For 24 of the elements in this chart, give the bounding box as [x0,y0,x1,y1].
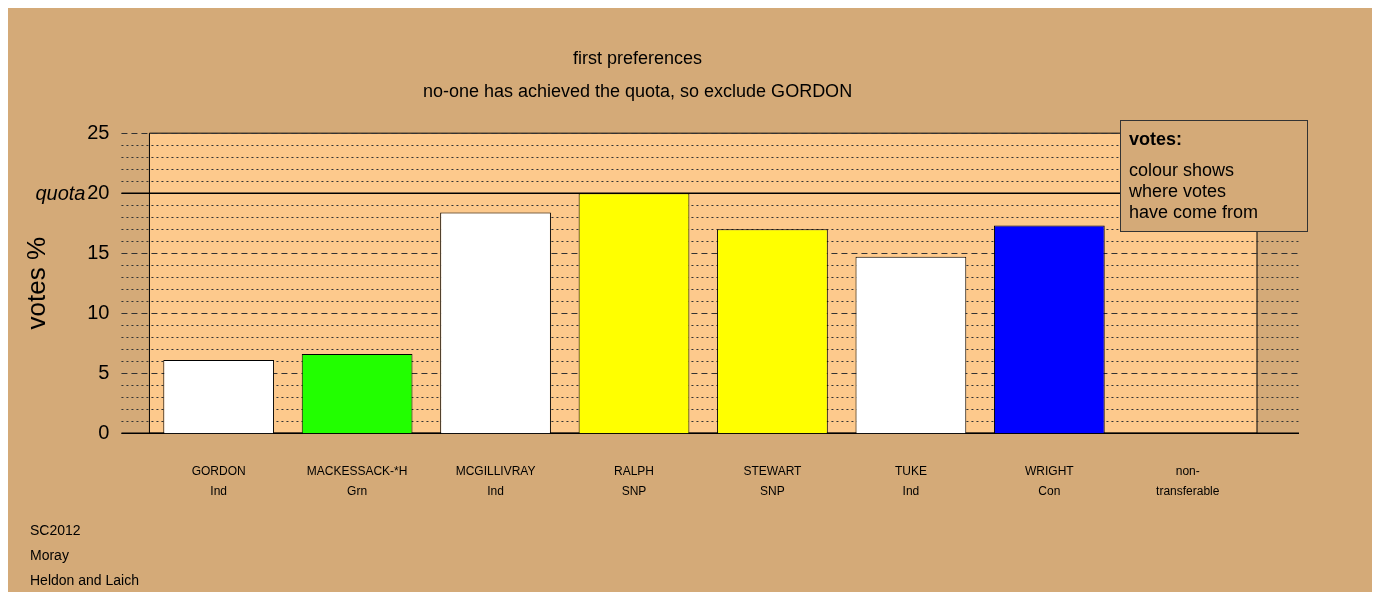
x-tick-label: MACKESSACK-*H Grn [306,463,408,499]
x-tick-label: MCGILLIVRAY Ind [455,463,536,499]
x-tick-label: STEWART SNP [743,463,803,499]
x-tick-label: RALPH SNP [613,463,655,499]
chart-title: first preferences [572,47,703,68]
text: Heldon and Laich [30,571,139,590]
y-tick-label: 5 [98,360,110,383]
x-tick-label: TUKE Ind [894,463,927,499]
y-tick-label: 25 [87,120,110,143]
ref-line-label: quota [35,181,86,204]
x-tick-label: non- transferable [1156,463,1220,499]
chart-subtitle: no-one has achieved the quota, so exclude GORDON [422,81,853,102]
y-axis-title: votes % [20,236,51,330]
x-tick-label: WRIGHT Con [1025,463,1075,499]
y-tick-label: 0 [98,420,110,443]
y-tick-label: 15 [87,240,110,263]
text: Moray [30,546,70,565]
text: SC2012 [30,521,82,540]
x-tick-label: GORDON Ind [191,463,246,499]
annotation: votes: [1129,129,1183,150]
y-tick-label: 20 [87,180,110,203]
note-box: votes: colour shows where votes have come from [1120,120,1308,232]
annotation: colour shows where votes have come from [1129,160,1260,223]
y-tick-label: 10 [87,300,110,323]
